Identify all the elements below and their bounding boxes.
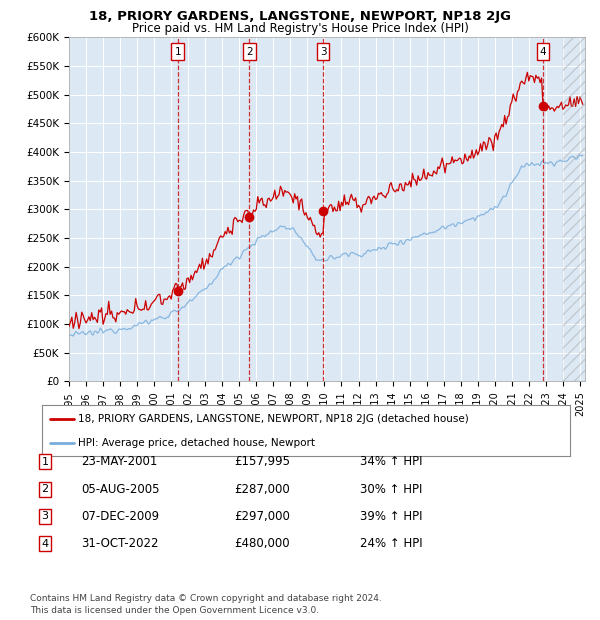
Text: 39% ↑ HPI: 39% ↑ HPI [360,510,422,523]
Bar [563,37,589,381]
Text: 05-AUG-2005: 05-AUG-2005 [81,483,160,495]
Text: 23-MAY-2001: 23-MAY-2001 [81,456,157,468]
Text: 34% ↑ HPI: 34% ↑ HPI [360,456,422,468]
Text: 31-OCT-2022: 31-OCT-2022 [81,538,158,550]
Text: £157,995: £157,995 [234,456,290,468]
Text: 3: 3 [320,46,326,56]
Text: 2: 2 [246,46,253,56]
Text: 3: 3 [41,512,49,521]
Text: 4: 4 [539,46,546,56]
Text: 18, PRIORY GARDENS, LANGSTONE, NEWPORT, NP18 2JG: 18, PRIORY GARDENS, LANGSTONE, NEWPORT, … [89,10,511,23]
Text: 2: 2 [41,484,49,494]
Text: Price paid vs. HM Land Registry's House Price Index (HPI): Price paid vs. HM Land Registry's House … [131,22,469,35]
Text: 07-DEC-2009: 07-DEC-2009 [81,510,159,523]
Text: 4: 4 [41,539,49,549]
Text: 30% ↑ HPI: 30% ↑ HPI [360,483,422,495]
Text: 1: 1 [175,46,181,56]
Text: 24% ↑ HPI: 24% ↑ HPI [360,538,422,550]
Text: 1: 1 [41,457,49,467]
Text: HPI: Average price, detached house, Newport: HPI: Average price, detached house, Newp… [78,438,315,448]
Text: £287,000: £287,000 [234,483,290,495]
Text: £480,000: £480,000 [234,538,290,550]
Text: Contains HM Land Registry data © Crown copyright and database right 2024.
This d: Contains HM Land Registry data © Crown c… [30,594,382,615]
Text: 18, PRIORY GARDENS, LANGSTONE, NEWPORT, NP18 2JG (detached house): 18, PRIORY GARDENS, LANGSTONE, NEWPORT, … [78,414,469,424]
Text: £297,000: £297,000 [234,510,290,523]
